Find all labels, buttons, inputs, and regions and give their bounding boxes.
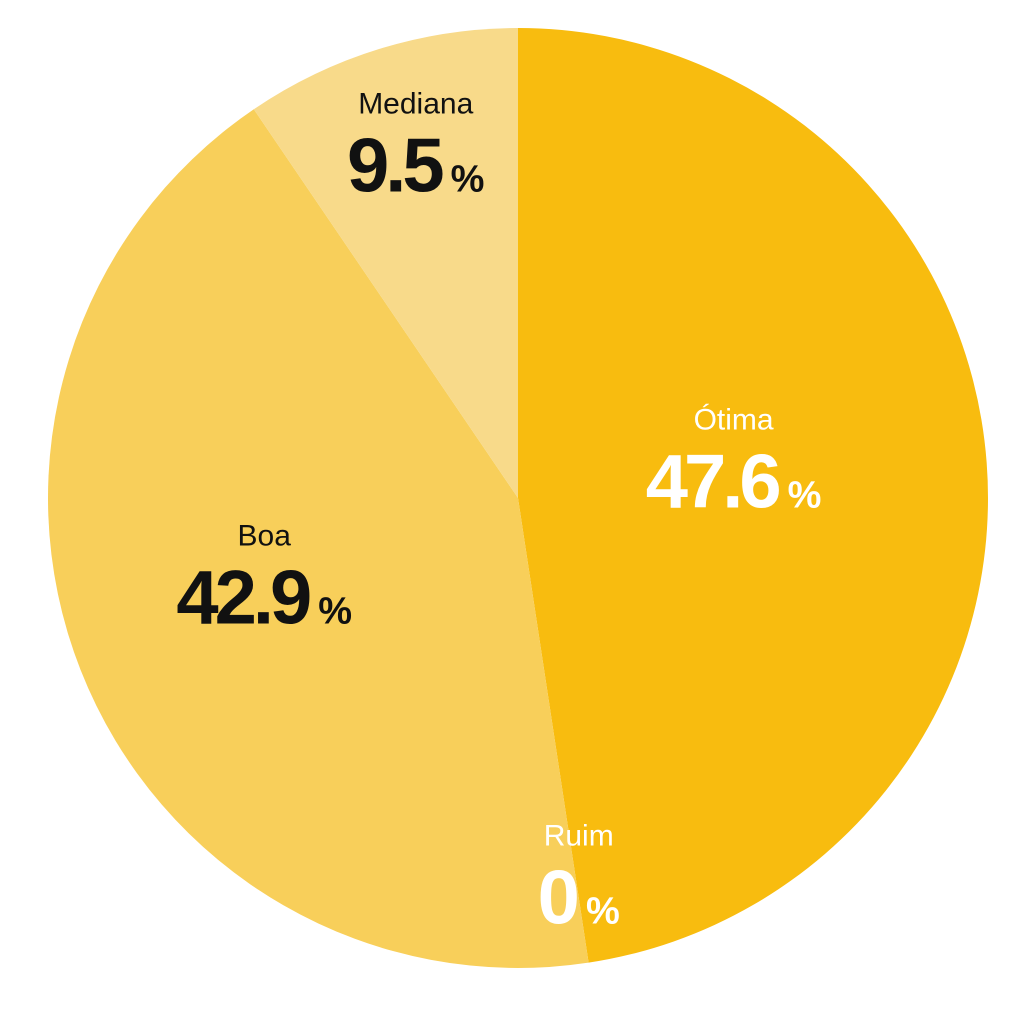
slice-label-otima: Ótima: [694, 404, 774, 437]
slice-value-otima: 47.6%: [646, 440, 822, 525]
pie-slice-mediana: [253, 28, 519, 498]
slice-value-suffix-otima: %: [788, 475, 822, 517]
slice-value-number-boa: 42.9: [176, 556, 310, 641]
slice-label-ruim: Ruim: [544, 820, 614, 853]
slice-value-number-ruim: 0: [538, 856, 578, 941]
slice-value-suffix-ruim: %: [586, 891, 620, 933]
slice-value-number-mediana: 9.5: [347, 124, 443, 209]
slice-value-boa: 42.9%: [176, 556, 352, 641]
slice-label-boa: Boa: [238, 520, 292, 553]
slice-value-suffix-boa: %: [318, 591, 352, 633]
pie-slice-boa: [48, 109, 589, 968]
slice-value-suffix-mediana: %: [451, 159, 485, 201]
slice-value-ruim: 0%: [538, 856, 620, 941]
slice-value-mediana: 9.5%: [347, 124, 484, 209]
slice-value-number-otima: 47.6: [646, 440, 780, 525]
pie-slice-otima: [518, 28, 988, 963]
pie-slices: [48, 28, 988, 968]
slice-label-mediana: Mediana: [358, 88, 473, 121]
